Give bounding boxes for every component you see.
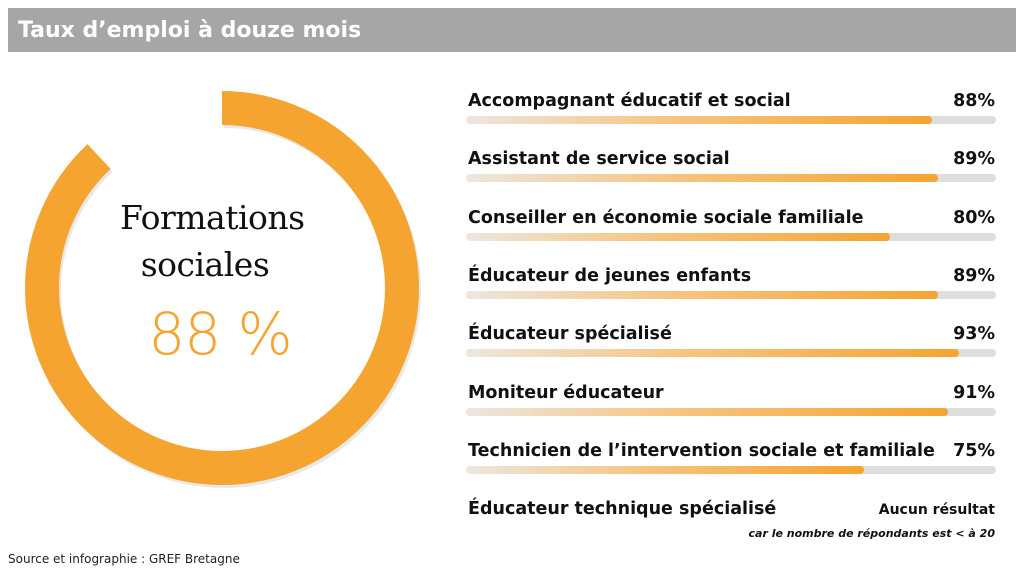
bar-track (466, 465, 996, 474)
bar-row: Assistant de service social 89% (466, 149, 998, 199)
no-result-label: Aucun résultat (878, 502, 995, 519)
bar-row: Moniteur éducateur 91% (466, 382, 998, 433)
bar (466, 232, 890, 241)
bar-track (466, 174, 996, 183)
bar-row: Accompagnant éducatif et social 88% (466, 91, 998, 141)
bar (466, 290, 938, 299)
bar-value-label: 91% (953, 382, 995, 403)
source-note: Source et infographie : GREF Bretagne (8, 552, 240, 566)
bar-row: Technicien de l’intervention sociale et … (466, 440, 998, 491)
bar-row: Conseiller en économie sociale familiale… (466, 207, 998, 258)
bar-label: Éducateur spécialisé (468, 324, 672, 345)
bar-track (466, 407, 996, 416)
bar (466, 349, 959, 358)
donut-label-line2: sociales (140, 245, 270, 284)
donut-value: 88 % (148, 300, 292, 368)
bar (466, 174, 938, 183)
bar (466, 465, 864, 474)
bar-row: Éducateur de jeunes enfants 89% (466, 265, 998, 316)
bar-value-label: 89% (953, 149, 995, 170)
bar-track (466, 232, 996, 241)
bar-label: Éducateur de jeunes enfants (468, 265, 752, 286)
bar-track (466, 290, 996, 299)
no-result-note: car le nombre de répondants est < à 20 (748, 527, 995, 541)
bar (466, 407, 949, 416)
bar (466, 116, 933, 124)
bar-label: Accompagnant éducatif et social (468, 91, 791, 111)
page-title: Taux d’emploi à douze mois (18, 17, 362, 43)
bar-label: Moniteur éducateur (468, 382, 664, 403)
bar-row: Éducateur technique spécialisé Aucun résu… (468, 499, 998, 549)
bar-value-label: 88% (953, 91, 995, 111)
bar-value-label: 89% (953, 265, 995, 286)
bar-value-label: 75% (953, 440, 995, 461)
bar-label: Assistant de service social (468, 149, 730, 170)
bar-label: Conseiller en économie sociale familiale (468, 207, 864, 228)
bar-value-label: 80% (953, 207, 995, 228)
donut-chart (25, 91, 421, 488)
donut-label-line1: Formations (120, 198, 305, 237)
bar-track (466, 349, 996, 358)
title-bar: Taux d’emploi à douze mois (8, 8, 1016, 52)
bar-label: Éducateur technique spécialisé (468, 499, 777, 520)
bar-row: Éducateur spécialisé 93% (466, 324, 998, 374)
bar-track (466, 116, 996, 124)
donut-arc (25, 91, 419, 485)
bar-value-label: 93% (953, 324, 995, 345)
bar-label: Technicien de l’intervention sociale et … (468, 440, 935, 461)
